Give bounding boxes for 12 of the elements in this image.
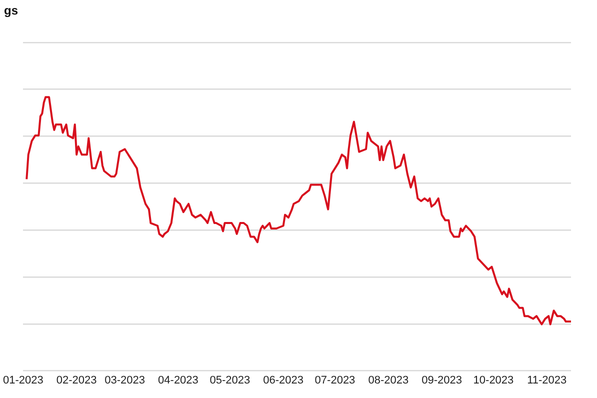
- x-tick-label: 03-2023: [104, 374, 146, 386]
- x-tick-label: 09-2023: [422, 374, 462, 386]
- x-tick-label: 08-2023: [368, 374, 409, 386]
- chart-title: gs: [4, 4, 18, 18]
- x-tick-label: 11-2023: [527, 374, 567, 386]
- x-tick-label: 01-2023: [2, 374, 44, 386]
- x-tick-label: 07-2023: [314, 374, 356, 386]
- x-tick-label: 05-2023: [210, 374, 250, 386]
- x-tick-label: 10-2023: [473, 374, 514, 386]
- x-tick-label: 04-2023: [158, 374, 198, 386]
- x-tick-label: 06-2023: [263, 374, 304, 386]
- x-tick-label: 02-2023: [56, 374, 97, 386]
